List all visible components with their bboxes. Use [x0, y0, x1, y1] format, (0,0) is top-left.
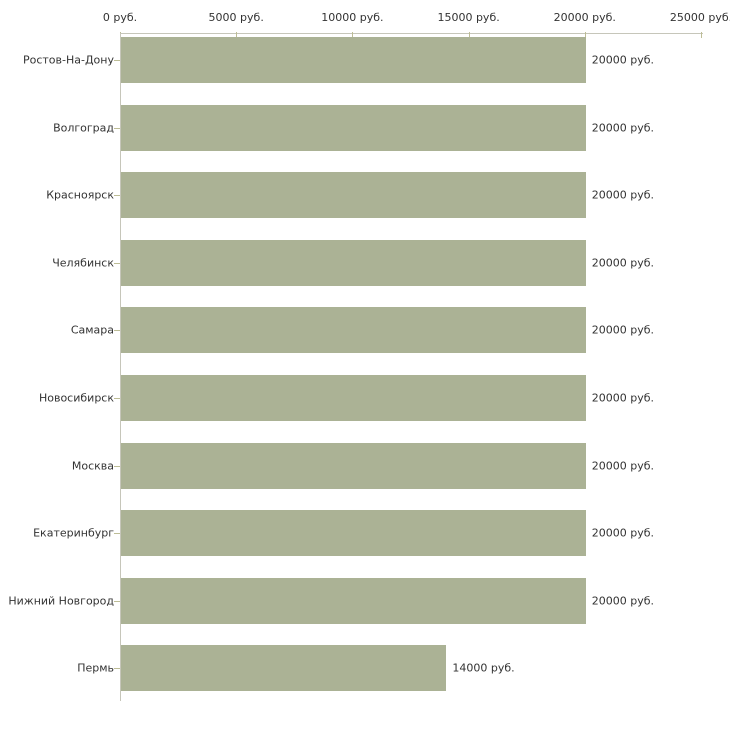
- bar-3: [121, 172, 586, 219]
- x-tick-mark: [468, 32, 470, 38]
- value-label: 20000 руб.: [591, 594, 655, 608]
- bar-1: [121, 37, 586, 83]
- value-label: 20000 руб.: [591, 526, 655, 540]
- bar-4: [121, 239, 586, 286]
- value-label: 20000 руб.: [591, 391, 655, 405]
- x-tick-mark: [236, 32, 238, 38]
- bar-2: [121, 104, 586, 151]
- category-label: Новосибирск: [38, 391, 114, 405]
- x-tick-label: 20000 руб.: [553, 11, 616, 24]
- category-label: Ростов-На-Дону: [22, 53, 114, 67]
- category-label: Челябинск: [52, 256, 114, 270]
- category-label: Пермь: [77, 661, 114, 675]
- value-label: 20000 руб.: [591, 53, 655, 67]
- bar-8: [121, 510, 586, 557]
- x-tick-label: 0 руб.: [102, 11, 138, 24]
- value-label: 14000 руб.: [452, 661, 515, 675]
- category-tick-mark: [114, 668, 120, 670]
- value-label: 20000 руб.: [591, 459, 655, 473]
- y-axis-line: [120, 33, 121, 701]
- category-label: Нижний Новгород: [8, 594, 114, 608]
- x-tick-label: 10000 руб.: [321, 11, 384, 24]
- bar-10: [121, 645, 447, 692]
- category-tick-mark: [114, 262, 120, 264]
- x-tick-label: 15000 руб.: [437, 11, 500, 24]
- value-label: 20000 руб.: [591, 323, 655, 337]
- x-tick-mark: [352, 32, 354, 38]
- category-label: Москва: [71, 459, 114, 473]
- x-tick-label: 5000 руб.: [208, 11, 264, 24]
- bar-7: [121, 442, 586, 489]
- category-tick-mark: [114, 195, 120, 197]
- category-tick-mark: [114, 330, 120, 332]
- category-tick-mark: [114, 465, 120, 467]
- bar-5: [121, 307, 586, 354]
- bar-6: [121, 375, 586, 421]
- category-tick-mark: [114, 127, 120, 129]
- x-tick-label: 25000 руб.: [669, 11, 730, 24]
- value-label: 20000 руб.: [591, 256, 655, 270]
- category-label: Красноярск: [46, 188, 114, 202]
- category-label: Волгоград: [53, 121, 114, 135]
- category-label: Екатеринбург: [33, 526, 114, 540]
- category-label: Самара: [70, 323, 114, 337]
- value-label: 20000 руб.: [591, 121, 655, 135]
- category-tick-mark: [114, 398, 120, 399]
- category-tick-mark: [114, 60, 120, 61]
- value-label: 20000 руб.: [591, 188, 655, 202]
- category-tick-mark: [114, 533, 120, 535]
- x-axis-line: [120, 33, 703, 34]
- x-tick-mark: [701, 32, 702, 38]
- category-tick-mark: [114, 600, 120, 602]
- bar-9: [121, 577, 586, 624]
- x-tick-mark: [584, 32, 586, 38]
